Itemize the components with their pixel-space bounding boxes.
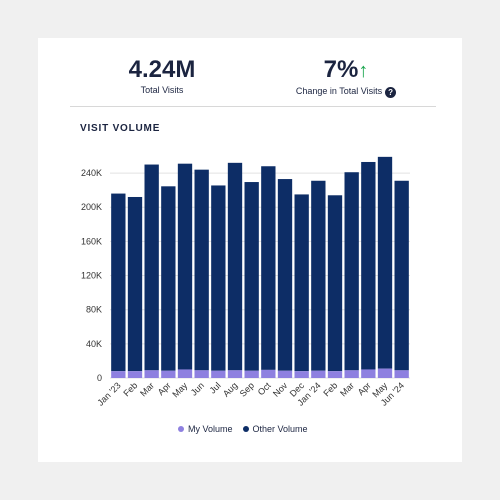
y-tick-label: 0: [97, 373, 102, 383]
bar-other-volume: [394, 180, 409, 371]
x-tick-label: Sep: [238, 380, 256, 398]
total-visits-kpi: 4.24M Total Visits: [112, 56, 212, 95]
change-label: Change in Total Visits: [295, 86, 383, 96]
x-tick-label: Apr: [156, 380, 173, 397]
bar-other-volume: [194, 169, 209, 371]
x-tick-label: Feb: [121, 380, 139, 398]
x-tick-label: Apr: [356, 380, 373, 397]
x-tick-label: Nov: [271, 380, 290, 399]
chart-title: VISIT VOLUME: [80, 123, 161, 134]
bar-other-volume: [227, 162, 243, 371]
bar-my-volume: [244, 370, 259, 378]
bar-my-volume: [361, 369, 376, 378]
x-tick-label: Mar: [138, 380, 156, 398]
legend-label-my-volume: My Volume: [188, 424, 233, 434]
bar-my-volume: [394, 370, 409, 378]
x-tick-label: Jun: [189, 380, 206, 397]
bar-other-volume: [261, 166, 276, 370]
x-tick-label: Feb: [321, 380, 339, 398]
x-tick-label: Oct: [256, 380, 273, 397]
y-tick-label: 40K: [86, 339, 102, 349]
x-tick-label: May: [170, 380, 189, 399]
arrow-up-icon: ↑: [358, 60, 369, 82]
x-tick-label: Aug: [221, 380, 239, 398]
x-tick-label: Mar: [338, 380, 356, 398]
bar-other-volume: [327, 195, 343, 372]
total-visits-label: Total Visits: [140, 85, 184, 95]
x-tick-label: Jul: [208, 380, 223, 395]
bar-my-volume: [261, 369, 276, 378]
bar-my-volume: [111, 371, 126, 378]
legend-item-other-volume[interactable]: Other Volume: [242, 424, 308, 434]
divider: [70, 106, 436, 107]
bar-other-volume: [144, 164, 159, 371]
bar-my-volume: [377, 368, 393, 378]
bar-my-volume: [194, 370, 209, 378]
bar-other-volume: [211, 185, 226, 371]
change-value: 7%: [323, 56, 359, 83]
bar-my-volume: [327, 371, 343, 378]
bar-other-volume: [177, 163, 193, 370]
y-tick-label: 120K: [81, 271, 102, 281]
bar-my-volume: [277, 370, 293, 378]
bar-my-volume: [227, 370, 243, 378]
bar-my-volume: [311, 370, 326, 378]
x-tick-label: Jan '23: [95, 380, 122, 407]
legend-item-my-volume[interactable]: My Volume: [178, 424, 233, 434]
legend-swatch-my-volume: [178, 426, 184, 432]
y-tick-label: 200K: [81, 202, 102, 212]
bar-other-volume: [127, 196, 143, 372]
bar-my-volume: [144, 370, 159, 378]
visits-card: 4.24M Total Visits 7%↑ Change in Total V…: [38, 38, 462, 462]
y-tick-label: 160K: [81, 236, 102, 246]
change-kpi: 7%↑ Change in Total Visits?: [286, 56, 406, 98]
change-label-row: Change in Total Visits?: [286, 86, 406, 98]
bar-my-volume: [294, 371, 309, 378]
bar-other-volume: [377, 156, 393, 369]
bar-other-volume: [294, 194, 309, 372]
bar-other-volume: [361, 161, 376, 370]
legend-label-other-volume: Other Volume: [252, 424, 308, 434]
y-tick-label: 240K: [81, 168, 102, 178]
bar-my-volume: [177, 369, 193, 378]
chart-legend: My Volume Other Volume: [178, 424, 308, 434]
bar-my-volume: [211, 370, 226, 378]
bar-other-volume: [277, 179, 293, 371]
change-value-row: 7%↑: [286, 56, 406, 85]
bar-other-volume: [311, 180, 326, 371]
total-visits-value: 4.24M: [128, 56, 196, 83]
bar-other-volume: [244, 182, 259, 371]
bar-my-volume: [344, 370, 359, 378]
y-tick-label: 80K: [86, 305, 102, 315]
bar-other-volume: [344, 172, 359, 371]
bar-other-volume: [111, 193, 126, 372]
bar-my-volume: [161, 370, 176, 378]
legend-swatch-other-volume: [242, 426, 249, 432]
bar-other-volume: [161, 186, 176, 371]
help-icon[interactable]: ?: [385, 87, 397, 98]
bar-my-volume: [127, 371, 143, 378]
